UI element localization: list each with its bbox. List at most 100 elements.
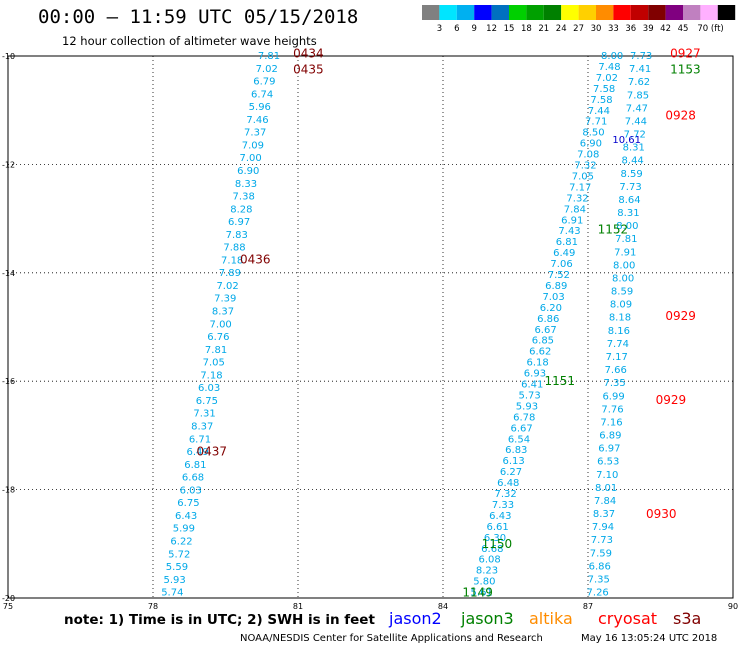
wave-height-value: 7.94: [592, 522, 614, 533]
pass-time-label: 0930: [646, 507, 677, 521]
wave-height-value: 8.09: [610, 300, 632, 311]
wave-height-value: 6.41: [521, 380, 543, 391]
wave-height-value: 6.20: [540, 303, 562, 314]
wave-height-value: 5.99: [173, 524, 195, 535]
legend-swatch: [648, 5, 666, 20]
pass-time-label: 1152: [598, 222, 629, 236]
wave-height-value: 6.54: [508, 434, 530, 445]
wave-height-value: 7.41: [629, 64, 651, 75]
wave-height-value: 6.90: [580, 139, 602, 150]
wave-height-value: 8.18: [609, 313, 631, 324]
wave-height-value: 7.06: [550, 259, 572, 270]
wave-height-value: 6.08: [479, 555, 501, 566]
legend-label: 36: [625, 24, 636, 34]
wave-height-value: 7.16: [600, 417, 622, 428]
wave-height-value: 6.79: [253, 77, 275, 88]
wave-height-value: 7.09: [242, 140, 264, 151]
wave-height-value: 6.22: [170, 536, 192, 547]
wave-height-value: 8.31: [623, 143, 645, 154]
wave-height-value: 5.93: [164, 575, 186, 586]
satellite-cryosat: cryosat: [598, 609, 658, 628]
wave-height-value: 8.00: [613, 260, 635, 271]
wave-height-value: 7.00: [210, 319, 232, 330]
wave-height-value: 8.59: [611, 287, 633, 298]
y-tick-label: -12: [2, 160, 15, 169]
wave-height-value: 8.31: [617, 208, 639, 219]
wave-height-value: 6.03: [180, 485, 202, 496]
wave-height-value: 6.97: [228, 217, 250, 228]
wave-height-value: 6.75: [177, 498, 199, 509]
wave-height-value: 7.46: [246, 115, 268, 126]
wave-height-value: 5.73: [518, 390, 540, 401]
legend-label: 45: [678, 24, 689, 34]
wave-height-value: 6.86: [589, 561, 611, 572]
wave-height-value: 7.58: [590, 95, 612, 106]
wave-height-value: 7.18: [200, 370, 222, 381]
legend-label: 12: [486, 24, 497, 34]
wave-height-value: 7.73: [619, 182, 641, 193]
legend-swatch: [456, 5, 475, 20]
wave-height-value: 6.61: [487, 522, 509, 533]
wave-height-value: 6.76: [207, 332, 229, 343]
legend-swatch: [439, 5, 457, 20]
wave-height-value: 5.61: [471, 588, 493, 599]
legend-swatch: [491, 5, 509, 20]
legend-swatch: [630, 5, 649, 20]
wave-height-value: 6.97: [598, 444, 620, 455]
wave-height-value: 8.00: [601, 51, 623, 62]
x-tick-label: 84: [438, 602, 448, 611]
legend-swatch: [422, 5, 440, 20]
wave-height-value: 7.81: [258, 51, 280, 62]
wave-height-value: 7.03: [542, 292, 564, 303]
legend-label: 15: [504, 24, 515, 34]
wave-height-value: 7.18: [221, 255, 243, 266]
wave-height-value: 7.91: [614, 247, 636, 258]
x-tick-label: 90: [728, 602, 738, 611]
legend-label: 70 (ft): [697, 24, 723, 34]
legend-swatch: [543, 5, 562, 20]
wave-height-value: 8.50: [582, 128, 604, 139]
legend-swatch: [700, 5, 718, 20]
legend-label: 42: [660, 24, 671, 34]
wave-height-value: 7.08: [577, 150, 599, 161]
altimeter-map: 75 78 81 84 87 90 -10 -12 -14 -16 -18 -20 7.81 7.02 6.…: [2, 46, 738, 611]
pass-time-label: 0434: [293, 46, 324, 60]
wave-height-value: 7.59: [590, 548, 612, 559]
legend-swatch: [683, 5, 701, 20]
legend-swatch: [474, 5, 492, 20]
wave-height-value: 7.84: [564, 204, 586, 215]
legend-swatch: [526, 5, 544, 20]
wave-height-value: 7.58: [593, 84, 615, 95]
wave-height-value: 7.39: [214, 294, 236, 305]
legend-swatch: [509, 5, 527, 20]
wave-height-value: 6.03: [198, 383, 220, 394]
wave-height-value: 7.10: [596, 470, 618, 481]
wave-height-value: 6.89: [599, 431, 621, 442]
wave-height-value: 6.43: [175, 511, 197, 522]
x-tick-label: 81: [293, 602, 303, 611]
legend-swatch: [613, 5, 631, 20]
wave-height-value: 7.32: [495, 489, 517, 500]
wave-height-value: 8.64: [618, 195, 640, 206]
wave-height-value: 6.99: [602, 391, 624, 402]
wave-height-value: 7.81: [615, 234, 637, 245]
legend-label: 39: [643, 24, 654, 34]
wave-height-value: 7.48: [598, 62, 620, 73]
pass-time-label: 0928: [665, 109, 696, 123]
wave-height-value: 8.00: [612, 273, 634, 284]
wave-height-value: 7.88: [223, 243, 245, 254]
wave-height-value: 6.48: [497, 478, 519, 489]
wave-height-value: 6.68: [481, 544, 503, 555]
legend-swatch: [561, 5, 579, 20]
wave-height-value: 6.49: [553, 248, 575, 259]
legend-label: 24: [556, 24, 567, 34]
wave-height-value: 7.31: [193, 409, 215, 420]
wave-height-value: 5.93: [516, 401, 538, 412]
x-tick-label: 75: [3, 602, 13, 611]
wave-height-value: 6.27: [500, 467, 522, 478]
wave-height-value: 6.30: [484, 533, 506, 544]
wave-height-value: 7.73: [591, 535, 613, 546]
pass-time-label: 1150: [482, 537, 513, 551]
wave-height-value: 6.49: [187, 447, 209, 458]
satellite-jason3: jason3: [461, 609, 514, 628]
